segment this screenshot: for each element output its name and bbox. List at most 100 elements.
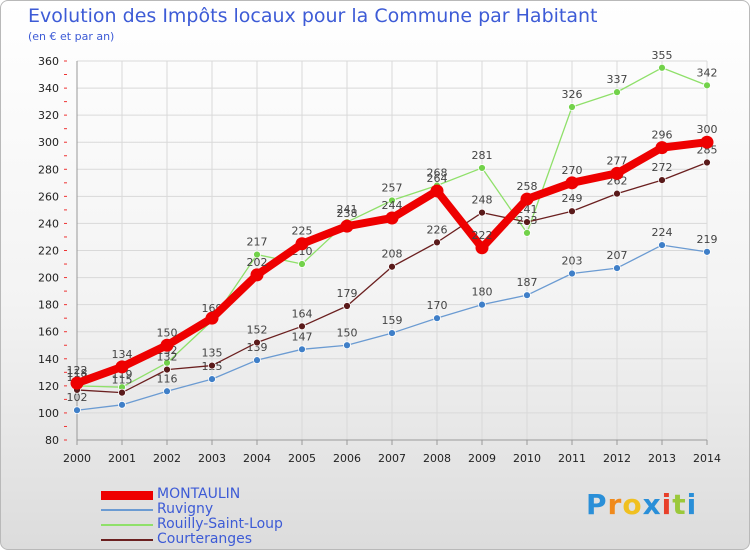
- x-tick-label: 2006: [333, 452, 361, 465]
- data-point-ruvigny: [568, 269, 576, 278]
- data-label-rouilly-saint-loup: 268: [427, 167, 448, 180]
- data-point-montaulin: [160, 338, 174, 352]
- data-label-courteranges: 249: [562, 192, 583, 205]
- x-tick-label: 2011: [558, 452, 586, 465]
- y-tick-label: 160: [38, 326, 59, 339]
- data-point-montaulin: [115, 360, 129, 374]
- data-label-rouilly-saint-loup: 217: [247, 236, 268, 249]
- data-point-montaulin: [655, 141, 669, 155]
- data-label-courteranges: 135: [202, 347, 223, 360]
- data-point-courteranges: [208, 361, 216, 370]
- x-tick-label: 2013: [648, 452, 676, 465]
- y-tick-label: 140: [38, 353, 59, 366]
- logo-letter: r: [607, 488, 623, 521]
- y-tick-label: 360: [38, 55, 59, 68]
- data-label-courteranges: 272: [652, 161, 673, 174]
- data-label-montaulin: 264: [427, 172, 448, 185]
- logo-letter: o: [622, 488, 643, 521]
- legend-swatch-courteranges: [101, 539, 153, 541]
- x-tick-label: 2002: [153, 452, 181, 465]
- y-tick-label: 340: [38, 82, 59, 95]
- data-point-ruvigny: [703, 247, 711, 256]
- data-point-rouilly-saint-loup: [658, 63, 666, 72]
- data-label-courteranges: 152: [247, 324, 268, 337]
- data-point-courteranges: [523, 218, 531, 226]
- data-label-courteranges: 164: [292, 307, 313, 320]
- data-label-rouilly-saint-loup: 281: [472, 149, 493, 162]
- chart-subtitle: (en € et par an): [28, 30, 115, 43]
- data-label-ruvigny: 187: [517, 276, 538, 289]
- data-point-ruvigny: [118, 400, 126, 409]
- data-point-montaulin: [205, 311, 219, 325]
- data-point-ruvigny: [343, 341, 351, 350]
- proxiti-logo: Proxiti: [586, 488, 697, 521]
- data-point-montaulin: [610, 166, 624, 180]
- data-point-rouilly-saint-loup: [613, 88, 621, 97]
- data-label-rouilly-saint-loup: 355: [652, 49, 673, 62]
- data-label-courteranges: 208: [382, 248, 403, 261]
- data-point-ruvigny: [613, 264, 621, 272]
- data-point-courteranges: [163, 365, 171, 374]
- data-label-courteranges: 226: [427, 223, 448, 236]
- data-point-montaulin: [340, 219, 354, 233]
- legend-label-courteranges: Courteranges: [157, 531, 253, 547]
- data-point-courteranges: [703, 158, 711, 167]
- legend-label-rouilly: Rouilly-Saint-Loup: [157, 516, 283, 532]
- data-point-ruvigny: [523, 291, 531, 300]
- data-label-montaulin: 258: [517, 180, 538, 193]
- data-point-courteranges: [658, 176, 666, 185]
- data-label-ruvigny: 116: [157, 372, 178, 385]
- data-point-ruvigny: [163, 387, 171, 396]
- legend-label-montaulin: MONTAULIN: [157, 486, 241, 502]
- data-label-montaulin: 277: [607, 154, 628, 167]
- data-label-ruvigny: 203: [562, 255, 583, 268]
- data-label-rouilly-saint-loup: 257: [382, 181, 403, 194]
- data-point-montaulin: [70, 376, 84, 390]
- data-point-ruvigny: [208, 375, 216, 383]
- y-tick-label: 240: [38, 217, 59, 230]
- data-label-ruvigny: 224: [652, 226, 673, 239]
- data-point-montaulin: [430, 184, 444, 198]
- data-label-ruvigny: 180: [472, 286, 493, 299]
- y-tick-label: 320: [38, 109, 59, 122]
- data-point-montaulin: [565, 176, 579, 190]
- y-tick-label: 120: [38, 380, 59, 393]
- data-point-courteranges: [388, 262, 396, 271]
- data-label-ruvigny: 159: [382, 314, 403, 327]
- x-tick-label: 2004: [243, 452, 271, 465]
- x-tick-label: 2009: [468, 452, 496, 465]
- data-label-montaulin: 238: [337, 207, 358, 220]
- y-tick-label: 180: [38, 299, 59, 312]
- data-point-rouilly-saint-loup: [523, 229, 531, 237]
- y-tick-label: 100: [38, 407, 59, 420]
- data-label-montaulin: 270: [562, 164, 583, 177]
- logo-letter: i: [686, 488, 698, 521]
- data-point-ruvigny: [478, 300, 486, 309]
- data-label-montaulin: 300: [697, 123, 718, 136]
- legend-swatch-montaulin: [101, 491, 153, 500]
- data-label-ruvigny: 170: [427, 299, 448, 312]
- x-tick-label: 2005: [288, 452, 316, 465]
- data-label-montaulin: 150: [157, 326, 178, 339]
- data-label-montaulin: 122: [67, 364, 88, 377]
- data-point-courteranges: [478, 208, 486, 217]
- x-tick-label: 2001: [108, 452, 136, 465]
- x-tick-label: 2000: [63, 452, 91, 465]
- data-point-courteranges: [433, 238, 441, 247]
- data-label-montaulin: 244: [382, 199, 403, 212]
- data-label-ruvigny: 207: [607, 249, 628, 262]
- data-label-rouilly-saint-loup: 241: [337, 203, 358, 216]
- y-tick-label: 260: [38, 190, 59, 203]
- legend-swatch-ruvigny: [101, 509, 153, 511]
- y-tick-label: 300: [38, 136, 59, 149]
- data-point-montaulin: [295, 237, 309, 251]
- x-tick-label: 2003: [198, 452, 226, 465]
- data-label-courteranges: 248: [472, 194, 493, 207]
- data-label-courteranges: 132: [157, 351, 178, 364]
- y-tick-label: 280: [38, 163, 59, 176]
- data-point-montaulin: [520, 192, 534, 206]
- data-label-rouilly-saint-loup: 118: [67, 367, 88, 380]
- data-point-ruvigny: [658, 241, 666, 249]
- data-label-rouilly-saint-loup: 326: [562, 88, 583, 101]
